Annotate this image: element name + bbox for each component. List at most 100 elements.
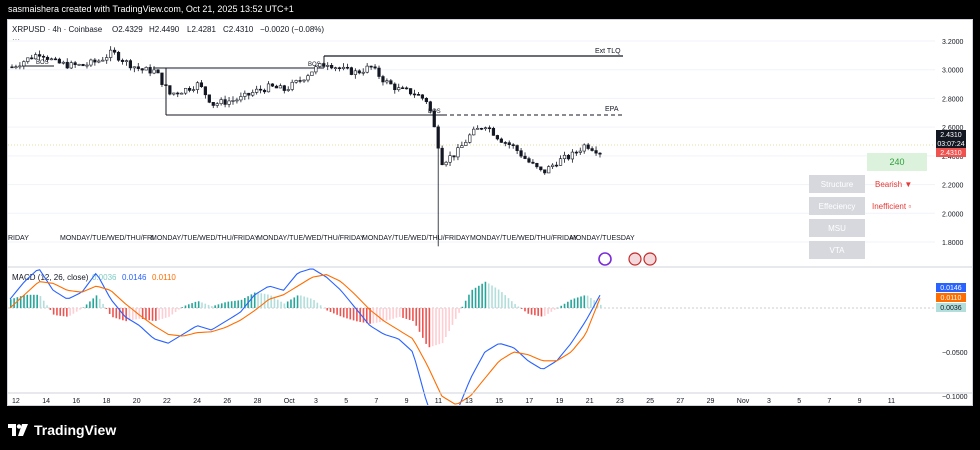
macd-hist-bar (448, 308, 450, 331)
macd-hist-bar (323, 307, 325, 309)
macd-hist-bar (59, 308, 62, 316)
macd-hist-bar (257, 292, 259, 308)
time-tick-label: 5 (797, 398, 801, 405)
candle (369, 65, 373, 68)
candle (570, 151, 574, 160)
macd-hist-bar (431, 308, 434, 347)
candle (227, 100, 231, 105)
macd-hist-bar (534, 308, 536, 316)
top-caption-bar: sasmaishera created with TradingView.com… (0, 0, 980, 19)
candle (156, 69, 160, 74)
macd-hist-bar (497, 289, 500, 308)
macd-hist-bar (593, 300, 596, 308)
candle (30, 57, 34, 60)
candle (314, 66, 318, 73)
candle (101, 59, 105, 62)
macd-hist-bar (520, 308, 523, 309)
candle (412, 93, 417, 96)
price-axis[interactable]: 3.2000 3.0000 2.8000 2.6000 2.4000 2.2000 2.00… (942, 39, 964, 247)
candle (45, 56, 50, 60)
macd-hist-bar (342, 308, 345, 318)
candle (34, 54, 38, 60)
time-axis[interactable]: 12 14 16 18 20 22 24 26 28 Oct 3 5 7 9 11 13 15 17 19 21 23 2… (12, 398, 895, 405)
time-tick-label: 20 (133, 398, 141, 405)
time-tick-label: 7 (827, 398, 831, 405)
time-tick-label: 16 (72, 398, 80, 405)
candle (515, 145, 519, 151)
candle (487, 127, 492, 130)
candle (460, 145, 464, 148)
macd-hist-bar (349, 308, 352, 320)
macd-line-value: 0.0146 (122, 273, 147, 282)
macd-hist-bar (234, 300, 236, 308)
chart-svg[interactable]: XRPUSD · 4h · Coinbase O2.4329 H2.4490 L… (8, 20, 972, 445)
price-tick-label: 3.0000 (942, 68, 964, 75)
macd-hist-bar (398, 308, 401, 317)
macd-hist-bar (191, 303, 193, 308)
macd-hist-bar (339, 308, 342, 317)
candle (168, 85, 172, 95)
macd-hist-bar (145, 308, 147, 320)
time-tick-label: 17 (525, 398, 533, 405)
macd-hist-bar (69, 308, 71, 316)
vta-cell (809, 241, 865, 259)
candle (266, 83, 271, 93)
time-tick-label: 29 (707, 398, 715, 405)
legend-symbol: XRPUSD · 4h · Coinbase (12, 25, 103, 34)
candle (180, 92, 184, 95)
split-event-icon[interactable] (598, 252, 612, 266)
candle (381, 76, 385, 83)
hist-tag (936, 303, 966, 312)
macd-hist-bar (514, 304, 516, 308)
macd-hist-bar (280, 301, 282, 308)
candle (349, 67, 353, 75)
candle (136, 66, 140, 69)
macd-hist-bar (329, 308, 332, 312)
macd-hist-bar (478, 285, 480, 308)
candle (574, 151, 578, 154)
signal-tag (936, 293, 966, 302)
macd-hist-value: 0.0036 (92, 273, 117, 282)
candle (262, 89, 267, 93)
candle (345, 66, 350, 69)
candle (116, 51, 121, 61)
tradingview-logo[interactable]: TradingView (8, 422, 116, 438)
macd-hist-bar (530, 308, 533, 315)
macd-axis[interactable]: 0.0000−0.0500−0.1000−0.1500 (942, 306, 968, 445)
us-flag-event-icon[interactable] (628, 252, 642, 266)
macd-hist-bar (105, 308, 108, 309)
indicator-table: 240 Structure Bearish ▼ Effeciency Ineff… (809, 153, 927, 259)
macd-hist-bar (151, 308, 154, 321)
event-icons[interactable] (598, 252, 657, 266)
macd-tag-value: 0.0146 (940, 285, 962, 292)
macd-hist-bar (428, 308, 431, 348)
macd-hist-bar (148, 308, 151, 321)
chart-panel[interactable]: XRPUSD · 4h · Coinbase O2.4329 H2.4490 L… (7, 19, 973, 445)
count-value: 240 (889, 157, 904, 167)
candle (105, 57, 109, 61)
time-tick-label: 21 (586, 398, 594, 405)
candle (207, 94, 211, 103)
macd-hist-bar (356, 308, 358, 322)
macd-histogram (10, 281, 602, 348)
candle (14, 66, 18, 69)
us-flag-event-icon[interactable] (643, 252, 657, 266)
macd-hist-bar (300, 295, 302, 308)
macd-hist-bar (346, 308, 348, 319)
bos-label-upper: BOS (308, 62, 321, 68)
candle (282, 85, 286, 91)
macd-hist-bar (207, 304, 210, 308)
candle (38, 54, 42, 57)
day-label: RIDAY (8, 235, 29, 242)
macd-hist-bar (372, 308, 375, 324)
macd-hist-bar (29, 294, 32, 308)
macd-hist-bar (224, 302, 226, 308)
macd-hist-bar (72, 308, 75, 314)
legend-low: L2.4281 (187, 25, 216, 34)
macd-hist-bar (36, 294, 38, 308)
macd-hist-bar (10, 299, 12, 308)
candle (353, 70, 357, 75)
legend-more[interactable]: ··· (12, 35, 20, 44)
macd-hist-bar (461, 306, 464, 308)
macd-label: MACD (12, 26, close) (12, 273, 89, 282)
